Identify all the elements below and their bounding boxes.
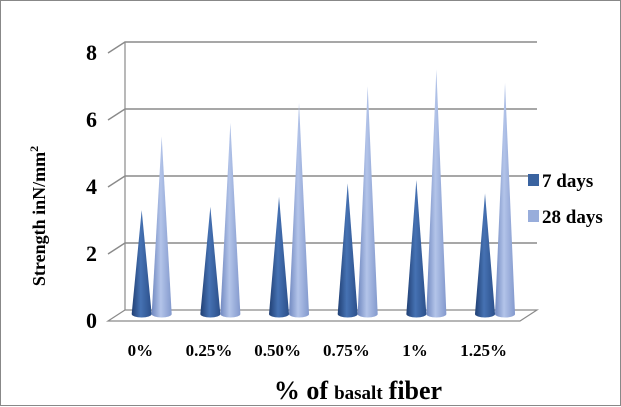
- cone-28-days: [495, 82, 516, 318]
- cone-body: [337, 183, 358, 318]
- cone-7-days: [337, 183, 358, 318]
- cone-marks: [131, 69, 516, 318]
- y-tick-label: 0: [86, 308, 97, 333]
- legend: 7 days 28 days: [528, 171, 603, 228]
- cone-body: [131, 210, 152, 318]
- cone-28-days: [426, 69, 447, 318]
- x-axis-title: % of basalt fiber: [274, 376, 442, 405]
- cone-body: [426, 69, 447, 318]
- gridline: [107, 175, 537, 188]
- cone-body: [495, 82, 516, 318]
- legend-swatch-28-days: [528, 210, 539, 222]
- cone-body: [475, 193, 496, 318]
- cone-body: [220, 123, 241, 318]
- floor-plane: [105, 309, 540, 322]
- cone-7-days: [269, 196, 290, 318]
- cone-body: [269, 196, 290, 318]
- gridline: [107, 242, 537, 255]
- cone-28-days: [289, 102, 310, 318]
- x-tick-label: 1%: [402, 341, 428, 360]
- cone-body: [151, 136, 172, 318]
- x-tick-labels: 0% 0.25% 0.50% 0.75% 1% 1.25%: [128, 341, 507, 360]
- cone-7-days: [475, 193, 496, 318]
- cone-7-days: [131, 210, 152, 318]
- y-tick-labels: 0 2 4 6 8: [86, 40, 97, 333]
- cone-body: [357, 86, 378, 318]
- gridline: [107, 41, 537, 54]
- cone-body: [406, 180, 427, 318]
- legend-label-7-days: 7 days: [542, 171, 593, 192]
- legend-label-28-days: 28 days: [542, 207, 603, 228]
- y-tick-label: 4: [86, 174, 97, 199]
- y-axis-title: Strength inN/mm2: [27, 146, 49, 286]
- x-tick-label: 1.25%: [460, 341, 507, 360]
- x-tick-label: 0%: [128, 341, 154, 360]
- cone-body: [200, 206, 221, 318]
- cone-28-days: [357, 86, 378, 318]
- x-tick-label: 0.25%: [186, 341, 233, 360]
- cone-28-days: [220, 123, 241, 318]
- y-tick-label: 6: [86, 107, 97, 132]
- x-tick-label: 0.75%: [323, 341, 370, 360]
- cone-28-days: [151, 136, 172, 318]
- x-tick-label: 0.50%: [254, 341, 301, 360]
- gridline: [107, 108, 537, 121]
- gridlines: [107, 41, 537, 255]
- y-tick-label: 2: [86, 241, 97, 266]
- y-tick-label: 8: [86, 40, 97, 65]
- chart-floor: [105, 309, 540, 322]
- cone-7-days: [200, 206, 221, 318]
- legend-swatch-7-days: [528, 174, 539, 186]
- cone-7-days: [406, 180, 427, 318]
- cone-body: [289, 102, 310, 318]
